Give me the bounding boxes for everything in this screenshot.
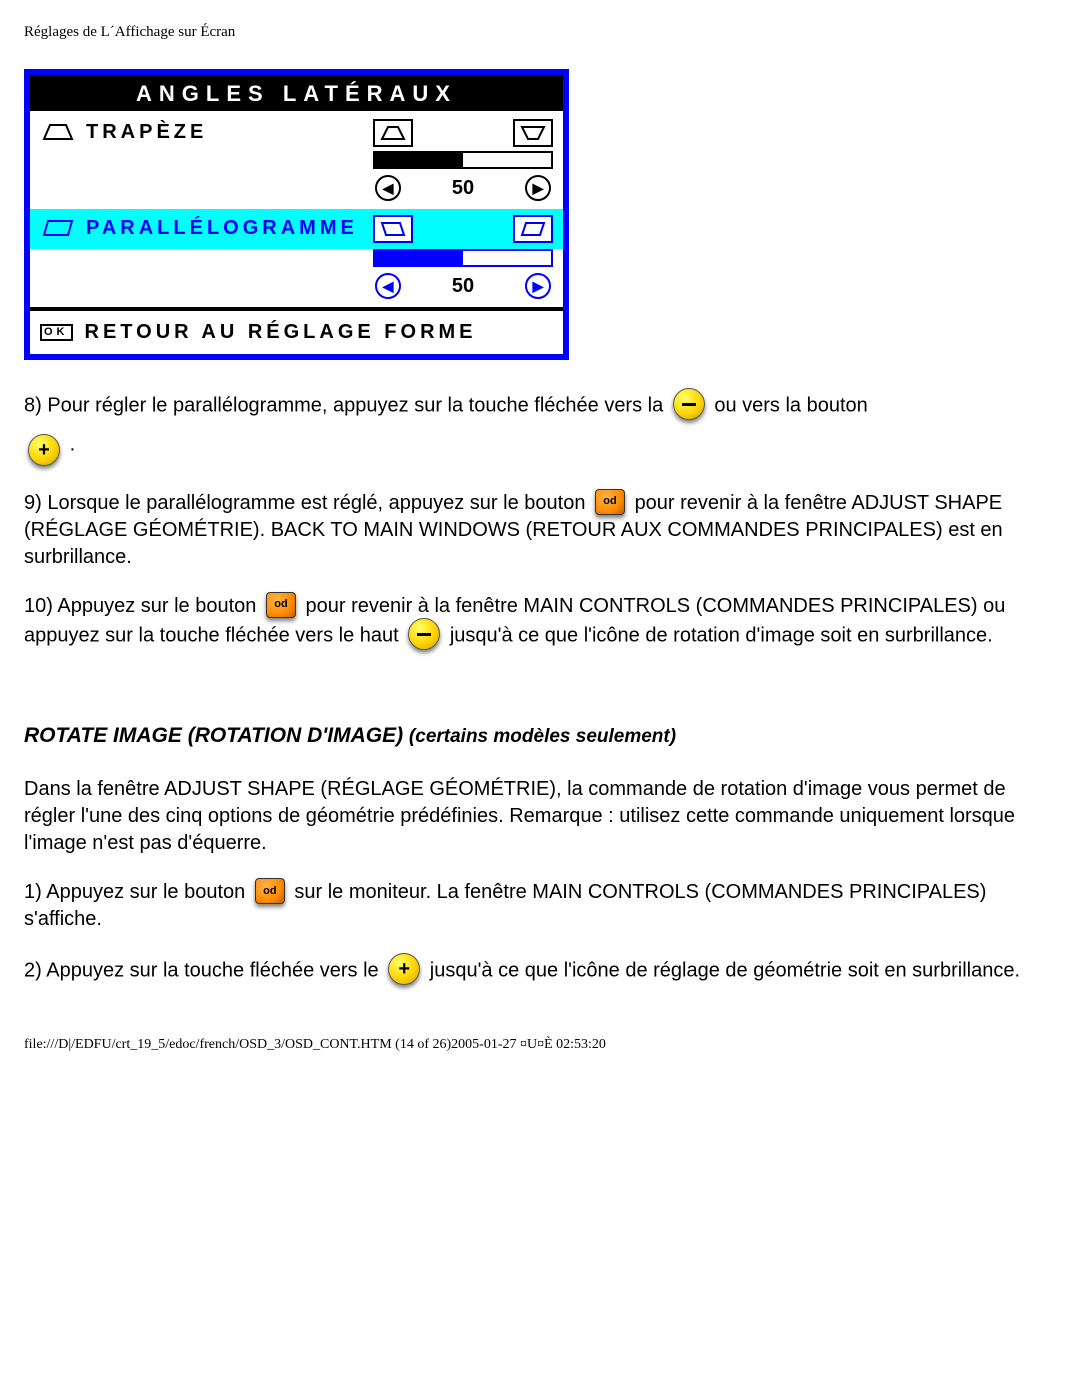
parallelogram-right-icon[interactable] (513, 215, 553, 243)
step-8: 8) Pour régler le parallélogramme, appuy… (24, 390, 1056, 468)
step-9-text-a: 9) Lorsque le parallélogramme est réglé,… (24, 492, 585, 514)
parallelogram-slider-row: ◀ 50 ▶ (30, 249, 563, 307)
step-10-text-c: jusqu'à ce que l'icône de rotation d'ima… (450, 624, 993, 646)
parallelogram-left-icon[interactable] (373, 215, 413, 243)
page-header: Réglages de L´Affichage sur Écran (24, 24, 1056, 41)
step-8-text-a: 8) Pour régler le parallélogramme, appuy… (24, 394, 663, 416)
instructions: 8) Pour régler le parallélogramme, appuy… (24, 390, 1056, 987)
plus-button-icon-2: + (388, 953, 420, 985)
rotate-step-1a: 1) Appuyez sur le bouton (24, 881, 245, 903)
parallelogram-increase-icon[interactable]: ▶ (525, 273, 551, 299)
parallelogram-decrease-icon[interactable]: ◀ (375, 273, 401, 299)
osd-row-trapeze[interactable]: TRAPÈZE (30, 111, 563, 151)
osd-return-row[interactable]: OK RETOUR AU RÉGLAGE FORME (30, 311, 563, 354)
trapeze-increase-icon[interactable]: ▶ (525, 175, 551, 201)
parallelogram-slider[interactable] (373, 249, 553, 267)
osd-row-parallelogram[interactable]: PARALLÉLOGRAMME (30, 209, 563, 249)
rotate-step-1: 1) Appuyez sur le bouton od sur le monit… (24, 879, 1056, 933)
step-10-text-a: 10) Appuyez sur le bouton (24, 595, 256, 617)
trapeze-slider[interactable] (373, 151, 553, 169)
trapeze-narrow-top-icon[interactable] (373, 119, 413, 147)
plus-button-icon: + (28, 434, 60, 466)
osd-return-label: RETOUR AU RÉGLAGE FORME (73, 321, 477, 344)
step-8-text-c: . (70, 433, 76, 455)
section-heading-sub: (certains modèles seulement) (409, 726, 676, 747)
section-heading: ROTATE IMAGE (ROTATION D'IMAGE) (certain… (24, 722, 1056, 750)
section-heading-main: ROTATE IMAGE (ROTATION D'IMAGE) (24, 724, 403, 747)
step-8-text-b: ou vers la bouton (714, 394, 867, 416)
trapeze-decrease-icon[interactable]: ◀ (375, 175, 401, 201)
trapeze-value: 50 (452, 177, 474, 200)
ok-button-icon-3: od (255, 878, 285, 904)
section-intro: Dans la fenêtre ADJUST SHAPE (RÉGLAGE GÉ… (24, 776, 1056, 857)
ok-box-icon: OK (40, 324, 73, 341)
rotate-step-2a: 2) Appuyez sur la touche fléchée vers le (24, 960, 379, 982)
step-10: 10) Appuyez sur le bouton od pour reveni… (24, 593, 1056, 652)
osd-panel: ANGLES LATÉRAUX TRAPÈZE ◀ 50 ▶ (24, 69, 569, 360)
footer: file:///D|/EDFU/crt_19_5/edoc/french/OSD… (24, 1037, 1056, 1053)
minus-button-icon (673, 388, 705, 420)
parallelogram-value: 50 (452, 275, 474, 298)
rotate-step-2b: jusqu'à ce que l'icône de réglage de géo… (430, 960, 1020, 982)
parallelogram-icon (40, 215, 76, 241)
rotate-step-2: 2) Appuyez sur la touche fléchée vers le… (24, 955, 1056, 987)
osd-title: ANGLES LATÉRAUX (30, 75, 563, 111)
minus-button-icon-2 (408, 618, 440, 650)
ok-button-icon: od (595, 489, 625, 515)
trapeze-icon (40, 119, 76, 145)
trapeze-label: TRAPÈZE (76, 119, 373, 144)
parallelogram-label: PARALLÉLOGRAMME (76, 215, 373, 240)
trapeze-wide-top-icon[interactable] (513, 119, 553, 147)
step-9: 9) Lorsque le parallélogramme est réglé,… (24, 490, 1056, 571)
trapeze-slider-row: ◀ 50 ▶ (30, 151, 563, 209)
ok-button-icon-2: od (266, 592, 296, 618)
